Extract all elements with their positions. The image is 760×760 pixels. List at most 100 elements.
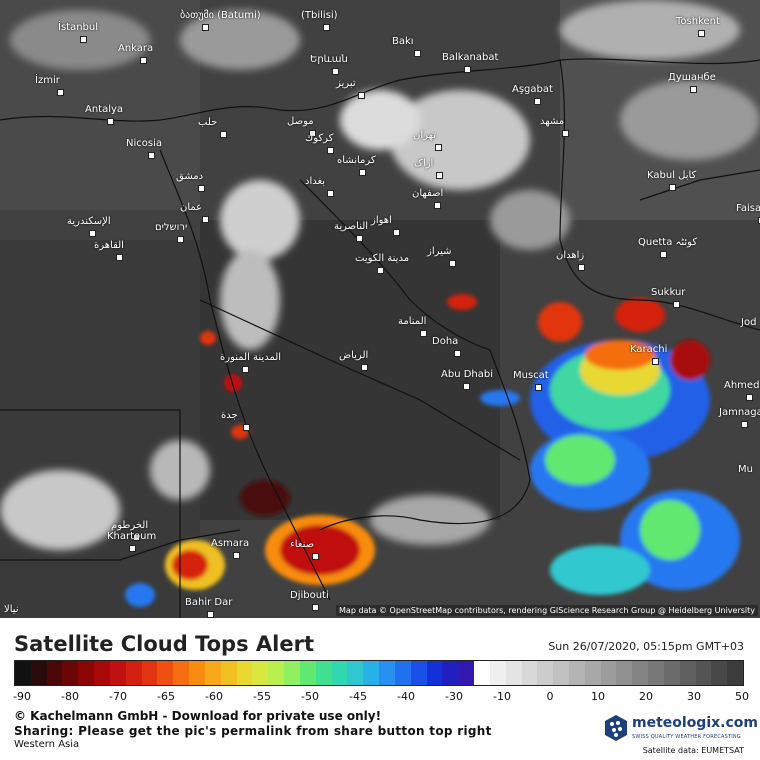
scale-tick-label: 10 [591,690,605,703]
city-label: صنعاء [290,539,315,550]
city-marker [463,383,470,390]
city-label: Faisal [736,203,760,214]
city-label: Khartoum [107,531,157,542]
scale-swatch [220,661,237,685]
scale-swatch [711,661,728,685]
scale-swatch [46,661,63,685]
scale-swatch [521,661,538,685]
scale-swatch [489,661,506,685]
city-marker [309,130,316,137]
scale-tick-label: 50 [735,690,749,703]
scale-swatch [458,661,475,685]
city-marker [198,185,205,192]
city-marker [420,330,427,337]
city-marker [434,202,441,209]
city-marker [377,267,384,274]
city-label: Toshkent [676,16,720,27]
scale-swatch [78,661,95,685]
scale-swatch [315,661,332,685]
scale-swatch [268,661,285,685]
city-label: کرمانشاه [337,155,376,166]
city-label: Abu Dhabi [441,369,493,380]
city-label: İstanbul [58,22,99,33]
city-marker [652,358,659,365]
city-marker [758,217,760,224]
city-label: Душанбе [668,72,716,83]
city-marker [361,364,368,371]
city-label: المدينة المنورة [220,352,282,363]
city-label: Doha [432,336,459,347]
city-label: الخرطوم [111,520,149,531]
city-marker [449,260,456,267]
scale-swatch [568,661,585,685]
city-label: القاهرة [94,240,124,251]
scale-swatch [236,661,253,685]
city-label: زاهدان [556,250,585,261]
scale-tick-label: -55 [253,690,271,703]
city-marker [116,254,123,261]
scale-tick-label: -60 [205,690,223,703]
city-label: حلب [198,117,218,128]
city-marker [578,264,585,271]
hexagon-logo-icon [605,715,627,741]
city-label: اصفهان [412,188,444,199]
meteologix-logo[interactable]: meteologix.com SWISS QUALITY WEATHER FOR… [604,714,758,744]
scale-swatch [141,661,158,685]
scale-swatch [410,661,427,685]
city-label: المنامة [398,316,427,327]
city-label: (Tbilisi) [301,10,338,21]
scale-swatch [109,661,126,685]
scale-swatch [189,661,205,685]
scale-tick-label: 0 [546,690,554,703]
city-marker [660,251,667,258]
city-label: Երևան [310,54,348,65]
city-label: Jod [741,317,757,328]
scale-tick-label: -80 [61,690,79,703]
scale-swatch [663,661,680,685]
city-label: شیراز [427,246,452,257]
city-marker [312,553,319,560]
city-label: Aşgabat [512,84,553,95]
city-label: Karachi [630,344,668,355]
city-marker [356,235,363,242]
scale-swatch [394,661,411,685]
scale-swatch [173,661,190,685]
scale-swatch [347,661,364,685]
city-marker [89,230,96,237]
city-marker [148,152,155,159]
scale-swatch [537,661,554,685]
city-label: Nicosia [126,138,162,149]
scale-tick-label: -90 [13,690,31,703]
scale-swatch [379,661,395,685]
scale-swatch [252,661,269,685]
copyright-notice: © Kachelmann GmbH - Download for private… [14,709,382,723]
scale-swatch [30,661,47,685]
city-label: Antalya [85,104,124,115]
city-label: ბათუმი (Batumi) [180,10,261,21]
timestamp: Sun 26/07/2020, 05:15pm GMT+03 [548,640,744,653]
city-label: اراک [414,158,434,169]
scale-swatch [94,661,110,685]
city-label: Asmara [211,538,250,549]
scale-tick-label: -40 [397,690,415,703]
scale-tick-label: 30 [687,690,701,703]
scale-tick-label: -45 [349,690,367,703]
city-marker [332,68,339,75]
city-label: Balkanabat [442,52,499,63]
satellite-map: İstanbul ბათუმი (Batumi) (Tbilisi) Ankara Եր… [0,0,760,618]
scale-swatch [284,661,300,685]
scale-swatch [204,661,221,685]
city-marker [177,236,184,243]
city-marker [233,552,240,559]
city-label: تهران [413,130,437,141]
city-marker [359,169,366,176]
city-label: Ankara [118,43,154,54]
scale-swatch [584,661,601,685]
city-marker [202,216,209,223]
scale-swatch [727,661,744,685]
temperature-color-scale [14,660,744,686]
city-marker [57,89,64,96]
scale-swatch [157,661,174,685]
scale-swatch [616,661,633,685]
city-label: دمشق [176,171,204,182]
